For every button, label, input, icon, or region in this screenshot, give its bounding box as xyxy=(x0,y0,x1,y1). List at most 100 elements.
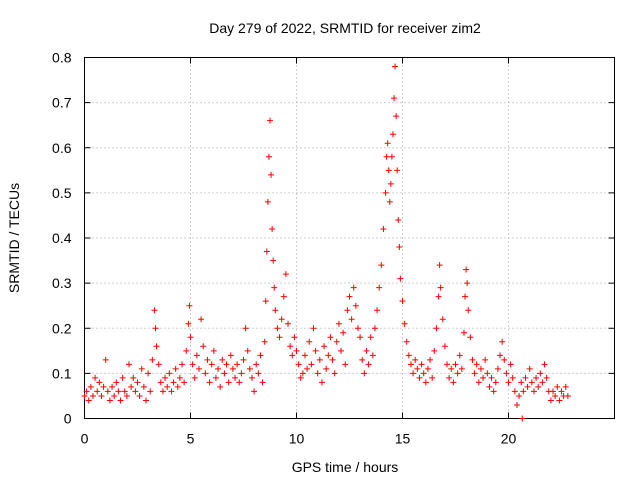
data-point xyxy=(265,153,272,160)
data-point xyxy=(268,171,275,178)
data-point xyxy=(519,415,526,422)
data-point xyxy=(350,284,357,291)
data-point xyxy=(263,248,270,255)
data-point xyxy=(225,379,232,386)
data-point xyxy=(410,370,417,377)
data-point xyxy=(145,370,152,377)
data-point xyxy=(285,320,292,327)
data-point xyxy=(365,361,372,368)
data-point xyxy=(128,383,135,390)
data-point xyxy=(416,374,423,381)
data-point xyxy=(181,379,188,386)
data-point xyxy=(388,153,395,160)
data-point xyxy=(106,397,113,404)
data-point xyxy=(380,225,387,232)
data-point xyxy=(215,365,222,372)
data-point xyxy=(387,180,394,187)
data-point xyxy=(539,379,546,386)
data-point xyxy=(166,370,173,377)
data-point xyxy=(276,334,283,341)
data-point xyxy=(441,343,448,350)
data-point xyxy=(431,347,438,354)
data-point xyxy=(312,347,319,354)
data-point xyxy=(395,216,402,223)
data-point xyxy=(168,388,175,395)
data-point xyxy=(389,131,396,138)
data-point xyxy=(223,361,230,368)
data-point xyxy=(482,356,489,363)
data-point xyxy=(507,361,514,368)
data-point xyxy=(261,338,268,345)
data-point xyxy=(371,325,378,332)
data-point xyxy=(221,370,228,377)
data-point xyxy=(87,383,94,390)
data-point xyxy=(269,225,276,232)
data-point xyxy=(367,334,374,341)
data-point xyxy=(111,392,118,399)
data-point xyxy=(134,379,141,386)
data-point xyxy=(149,356,156,363)
data-point xyxy=(251,388,258,395)
data-point xyxy=(420,370,427,377)
x-tick-label: 15 xyxy=(395,431,411,447)
data-point xyxy=(354,325,361,332)
data-point xyxy=(212,374,219,381)
data-point xyxy=(456,352,463,359)
data-point xyxy=(115,388,122,395)
axis-ticks xyxy=(84,57,615,419)
data-point xyxy=(348,316,355,323)
data-point xyxy=(153,343,160,350)
data-point xyxy=(490,388,497,395)
data-point xyxy=(295,361,302,368)
data-point xyxy=(234,361,241,368)
data-point xyxy=(304,365,311,372)
data-point xyxy=(117,397,124,404)
data-point xyxy=(240,356,247,363)
data-point xyxy=(271,284,278,291)
data-point xyxy=(526,365,533,372)
data-point xyxy=(460,329,467,336)
data-point xyxy=(394,167,401,174)
data-point xyxy=(246,365,253,372)
data-point xyxy=(535,383,542,390)
data-point xyxy=(393,113,400,120)
y-tick-label: 0.5 xyxy=(52,185,72,201)
data-point xyxy=(109,383,116,390)
chart-title: Day 279 of 2022, SRMTID for receiver zim… xyxy=(209,20,481,36)
data-point xyxy=(407,361,414,368)
x-axis-label: GPS time / hours xyxy=(292,459,399,475)
data-point xyxy=(186,302,193,309)
data-point xyxy=(458,365,465,372)
data-point xyxy=(522,374,529,381)
data-point xyxy=(473,361,480,368)
data-point xyxy=(162,374,169,381)
data-point xyxy=(113,379,120,386)
data-point xyxy=(471,370,478,377)
data-point xyxy=(338,347,345,354)
data-point xyxy=(202,370,209,377)
y-tick-label: 0.8 xyxy=(52,50,72,66)
data-point xyxy=(257,352,264,359)
x-tick-label: 5 xyxy=(187,431,195,447)
data-point xyxy=(333,338,340,345)
data-point xyxy=(244,347,251,354)
data-point xyxy=(264,198,271,205)
data-point xyxy=(513,401,520,408)
data-point xyxy=(136,392,143,399)
data-point xyxy=(299,370,306,377)
data-point xyxy=(119,374,126,381)
data-point xyxy=(501,356,508,363)
data-point xyxy=(392,63,399,70)
data-point xyxy=(465,307,472,314)
data-point xyxy=(357,334,364,341)
data-point xyxy=(198,316,205,323)
data-point xyxy=(248,374,255,381)
data-point xyxy=(147,388,154,395)
data-point xyxy=(497,352,504,359)
data-point xyxy=(238,370,245,377)
data-point xyxy=(274,325,281,332)
data-point xyxy=(170,379,177,386)
data-point xyxy=(537,370,544,377)
data-point xyxy=(126,361,133,368)
data-point xyxy=(396,244,403,251)
